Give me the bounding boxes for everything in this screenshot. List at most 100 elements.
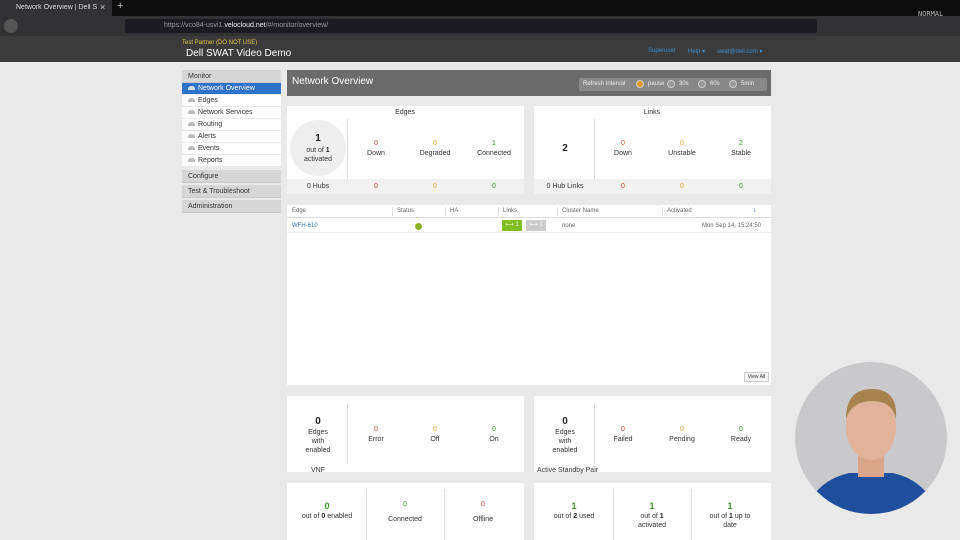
sidebar-item-label[interactable]: Edges [198, 97, 218, 104]
footer-value: 0 [739, 183, 743, 190]
sidebar-item-label[interactable]: Network Overview [198, 85, 255, 92]
total-value: 2 [562, 143, 568, 154]
fraction-after: up to date [723, 513, 751, 529]
status-dot [415, 223, 422, 230]
sidebar-item-label[interactable]: Alerts [198, 133, 216, 140]
sidebar-item[interactable] [182, 83, 281, 94]
radio[interactable] [636, 80, 644, 88]
edge-link[interactable]: WFH-610 [292, 223, 318, 229]
item-icon [188, 134, 195, 138]
url-path: /#/monitor/overview/ [265, 22, 329, 29]
header-link[interactable]: swat@dell.com ▾ [717, 49, 763, 55]
fraction-after: enabled [327, 513, 353, 520]
sidebar-section[interactable] [182, 70, 281, 83]
panel: 0 Edges with enabled 0 Failed 0 Pending 0 Ready [534, 396, 771, 472]
new-tab[interactable]: + [117, 0, 124, 12]
refresh-label: Refresh Interval [583, 81, 626, 87]
fraction-before: out of [301, 513, 320, 520]
section-title[interactable]: Configure [188, 173, 219, 180]
radio[interactable] [667, 80, 675, 88]
panel-title: Links [643, 109, 661, 116]
link-count: 1 [539, 222, 543, 228]
column-divider [557, 207, 558, 216]
summary-value: 0 [324, 501, 330, 511]
item-icon [188, 110, 195, 114]
stat-value: 1 [492, 140, 496, 147]
radio-label[interactable]: 5min [741, 81, 755, 87]
stat-label: Stable [731, 150, 751, 157]
tab[interactable] [0, 0, 112, 16]
total-value: 1 [315, 133, 321, 144]
tab-close[interactable]: × [100, 2, 106, 12]
shirt [804, 473, 938, 514]
sidebar-item[interactable] [182, 119, 281, 130]
column-header[interactable]: Activated [667, 208, 692, 214]
sidebar-section[interactable] [182, 185, 281, 198]
stat-label: On [489, 436, 499, 443]
column-divider [392, 207, 393, 216]
fraction-of: 0 [321, 513, 326, 520]
item-icon [188, 146, 195, 150]
sidebar-item-label[interactable]: Reports [198, 157, 223, 164]
column-header[interactable]: HA [450, 208, 459, 214]
header-link[interactable]: Superuser [648, 48, 676, 54]
column-header[interactable]: Links [503, 208, 518, 214]
stat-label: Down [367, 150, 385, 157]
footer-value: 0 [621, 183, 625, 190]
panel-title: Edges [395, 109, 415, 116]
fraction-text: out of 1 activated [292, 146, 344, 164]
url-domain: velocloud.net [224, 22, 266, 29]
section-title: VNF [311, 467, 325, 474]
item-icon [188, 158, 195, 162]
sidebar-section[interactable] [182, 200, 281, 213]
radio-label[interactable]: 60s [710, 81, 720, 87]
sidebar-item[interactable] [182, 95, 281, 106]
section-title[interactable]: Test & Troubleshoot [188, 188, 250, 195]
sidebar-item-label[interactable]: Events [198, 145, 220, 152]
sidebar-item[interactable] [182, 155, 281, 166]
tab-title[interactable]: Network Overview | Dell S [16, 4, 98, 11]
webcam [795, 362, 947, 514]
sidebar-section[interactable] [182, 170, 281, 183]
stat-label: Off [430, 436, 440, 443]
radio[interactable] [698, 80, 706, 88]
radio-label[interactable]: 30s [679, 81, 689, 87]
url-field[interactable] [125, 19, 817, 33]
link-count: 1 [515, 222, 519, 228]
view-all-button[interactable]: View All [744, 372, 769, 382]
header-link[interactable]: Help ▾ [688, 49, 706, 55]
activated-date: Mon Sep 14, 15:24:50 [701, 223, 761, 229]
fraction-after: used [579, 513, 595, 520]
refresh-box: Refresh Interval pause 30s 60s 5min [579, 78, 767, 91]
radio-label[interactable]: pause [648, 81, 665, 87]
footer-value: 0 [374, 183, 378, 190]
fraction-after: activated [637, 522, 667, 529]
footer-value: 0 [680, 183, 684, 190]
footer-value: 0 [492, 183, 496, 190]
divider [594, 119, 595, 181]
sidebar-item-label[interactable]: Routing [198, 121, 223, 128]
link-badge[interactable]: ⟷ 1 [526, 220, 546, 231]
footer-label: 0 Hubs [306, 183, 330, 190]
column-header[interactable]: Cluster Name [562, 208, 599, 214]
sidebar-item-label[interactable]: Network Services [198, 109, 253, 116]
fraction-after: activated [303, 156, 333, 163]
section-title[interactable]: Monitor [188, 73, 212, 80]
back-button[interactable] [4, 19, 18, 33]
stat-label: Error [368, 436, 384, 443]
sort-arrow[interactable]: ↓ [753, 207, 757, 214]
sidebar-item[interactable] [182, 107, 281, 118]
sidebar-item[interactable] [182, 131, 281, 142]
fraction-of: 2 [573, 513, 578, 520]
column-header[interactable]: Edge [292, 208, 307, 214]
radio[interactable] [729, 80, 737, 88]
footer-label: 0 Hub Links [546, 183, 584, 190]
column-header[interactable]: Status [397, 208, 415, 214]
summary-value: 1 [571, 501, 577, 511]
sidebar-item[interactable] [182, 143, 281, 154]
face [846, 394, 896, 460]
link-badge[interactable]: ⟷ 1 [502, 220, 522, 231]
table: Edge Status HA Links Cluster Name Activated ↓ W… [287, 205, 771, 385]
section-title[interactable]: Administration [188, 203, 233, 210]
app-header [0, 36, 960, 62]
